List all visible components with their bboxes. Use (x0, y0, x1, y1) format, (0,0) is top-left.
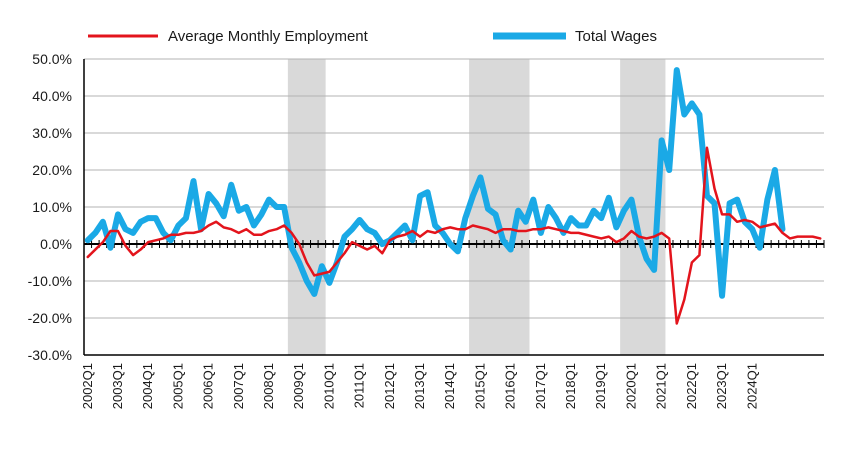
x-tick-label-15: 2017Q1 (533, 363, 548, 409)
series-lines (84, 67, 822, 325)
x-tick-label-18: 2020Q1 (623, 363, 638, 409)
y-tick-label-4: 10.0% (32, 199, 72, 215)
series-line-wages (84, 67, 786, 299)
x-tick-label-11: 2013Q1 (412, 363, 427, 409)
x-tick-label-8: 2010Q1 (321, 363, 336, 409)
legend: Average Monthly Employment Total Wages (88, 28, 657, 45)
x-tick-label-14: 2016Q1 (503, 363, 518, 409)
x-tick-label-5: 2007Q1 (231, 363, 246, 409)
legend-label-employment: Average Monthly Employment (168, 28, 369, 45)
y-tick-label-5: 0.0% (40, 236, 72, 252)
x-axis-tick-labels: 2002Q1 2003Q1 2004Q1 2005Q1 2006Q1 2007Q1 2008… (80, 363, 759, 409)
x-tick-label-7: 2009Q1 (291, 363, 306, 409)
x-tick-label-1: 2003Q1 (110, 363, 125, 409)
x-tick-label-2: 2004Q1 (140, 363, 155, 409)
x-tick-label-0: 2002Q1 (80, 363, 95, 409)
y-tick-label-6: -10.0% (28, 273, 72, 289)
x-tick-label-10: 2012Q1 (382, 363, 397, 409)
y-tick-label-3: 20.0% (32, 162, 72, 178)
x-tick-label-16: 2018Q1 (563, 363, 578, 409)
x-tick-label-4: 2006Q1 (201, 363, 216, 409)
y-tick-label-2: 30.0% (32, 125, 72, 141)
x-tick-label-12: 2014Q1 (442, 363, 457, 409)
x-tick-label-3: 2005Q1 (170, 363, 185, 409)
x-tick-label-21: 2023Q1 (714, 363, 729, 409)
x-tick-label-20: 2022Q1 (684, 363, 699, 409)
y-axis-tick-labels: 50.0% 40.0% 30.0% 20.0% 10.0% 0.0% -10.0% -20.0… (28, 51, 72, 363)
x-tick-label-17: 2019Q1 (593, 363, 608, 409)
y-tick-label-1: 40.0% (32, 88, 72, 104)
y-tick-label-7: -20.0% (28, 310, 72, 326)
x-tick-label-6: 2008Q1 (261, 363, 276, 409)
x-tick-label-13: 2015Q1 (472, 363, 487, 409)
x-tick-label-9: 2011Q1 (352, 363, 367, 408)
x-tick-label-22: 2024Q1 (744, 363, 759, 409)
legend-label-wages: Total Wages (575, 28, 657, 45)
x-tick-label-19: 2021Q1 (654, 363, 669, 409)
y-tick-label-8: -30.0% (28, 347, 72, 363)
series-line-employment (86, 146, 822, 325)
y-tick-label-0: 50.0% (32, 51, 72, 67)
